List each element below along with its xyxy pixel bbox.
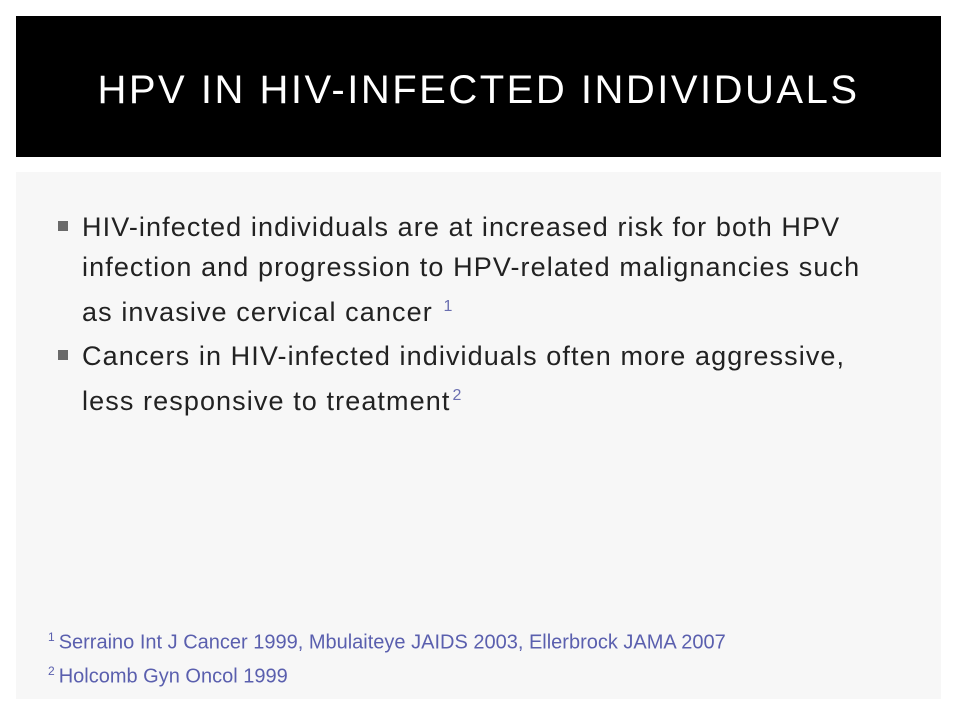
bullet-text: HIV-infected individuals are at increase… bbox=[82, 212, 861, 327]
footnote: 2 Holcomb Gyn Oncol 1999 bbox=[48, 657, 928, 691]
footnote-text: Serraino Int J Cancer 1999, Mbulaiteye J… bbox=[58, 631, 726, 654]
footnote: 1 Serraino Int J Cancer 1999, Mbulaiteye … bbox=[48, 623, 928, 657]
footnote-number: 2 bbox=[48, 663, 55, 678]
bullet-item: HIV-infected individuals are at increase… bbox=[58, 207, 898, 332]
title-bar: HPV IN HIV-INFECTED INDIVIDUALS bbox=[16, 16, 941, 157]
bullet-reference: 2 bbox=[452, 387, 462, 404]
footnote-text: Holcomb Gyn Oncol 1999 bbox=[58, 665, 288, 688]
square-bullet-icon bbox=[58, 350, 68, 360]
bullet-text: Cancers in HIV-infected individuals ofte… bbox=[82, 341, 846, 416]
footnotes: 1 Serraino Int J Cancer 1999, Mbulaiteye … bbox=[48, 623, 928, 690]
slide-title: HPV IN HIV-INFECTED INDIVIDUALS bbox=[97, 68, 860, 112]
footnote-number: 1 bbox=[48, 630, 55, 644]
content-area: HIV-infected individuals are at increase… bbox=[16, 172, 941, 699]
bullet-list: HIV-infected individuals are at increase… bbox=[58, 207, 898, 425]
bullet-reference: 1 bbox=[443, 298, 453, 315]
bullet-item: Cancers in HIV-infected individuals ofte… bbox=[58, 336, 898, 421]
square-bullet-icon bbox=[58, 221, 68, 231]
